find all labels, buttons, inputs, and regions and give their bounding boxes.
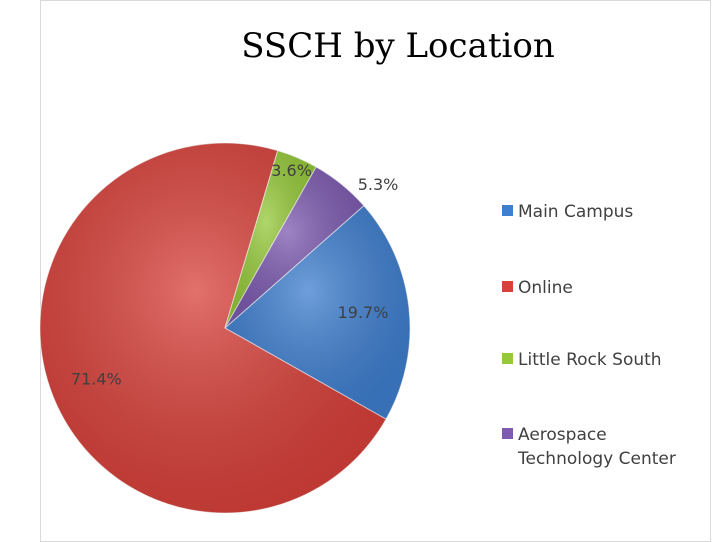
- slice-shade: [225, 167, 364, 328]
- legend-item: Little Rock South: [502, 348, 702, 372]
- slice-shade: [225, 150, 317, 328]
- slice-shade: [225, 205, 411, 420]
- pie: 19.7% 71.4% 3.6% 5.3%: [39, 142, 411, 514]
- legend-label: Little Rock South: [518, 350, 662, 370]
- data-label: 5.3%: [358, 175, 399, 194]
- slice-shade: [40, 143, 386, 513]
- legend-label: Main Campus: [518, 202, 634, 222]
- data-label: 19.7%: [338, 303, 389, 322]
- data-label: 3.6%: [271, 161, 312, 180]
- legend-swatch: [502, 353, 513, 364]
- legend-item: Main Campus: [502, 200, 702, 224]
- data-label: 71.4%: [71, 369, 122, 388]
- legend-swatch: [502, 428, 513, 439]
- legend-item: Online: [502, 276, 702, 300]
- legend-label: Online: [518, 278, 573, 298]
- legend-item: Aerospace Technology Center: [502, 423, 702, 471]
- legend-swatch: [502, 281, 513, 292]
- chart-title: SSCH by Location: [241, 26, 555, 66]
- legend-label: Aerospace Technology Center: [518, 425, 676, 469]
- legend-swatch: [502, 205, 513, 216]
